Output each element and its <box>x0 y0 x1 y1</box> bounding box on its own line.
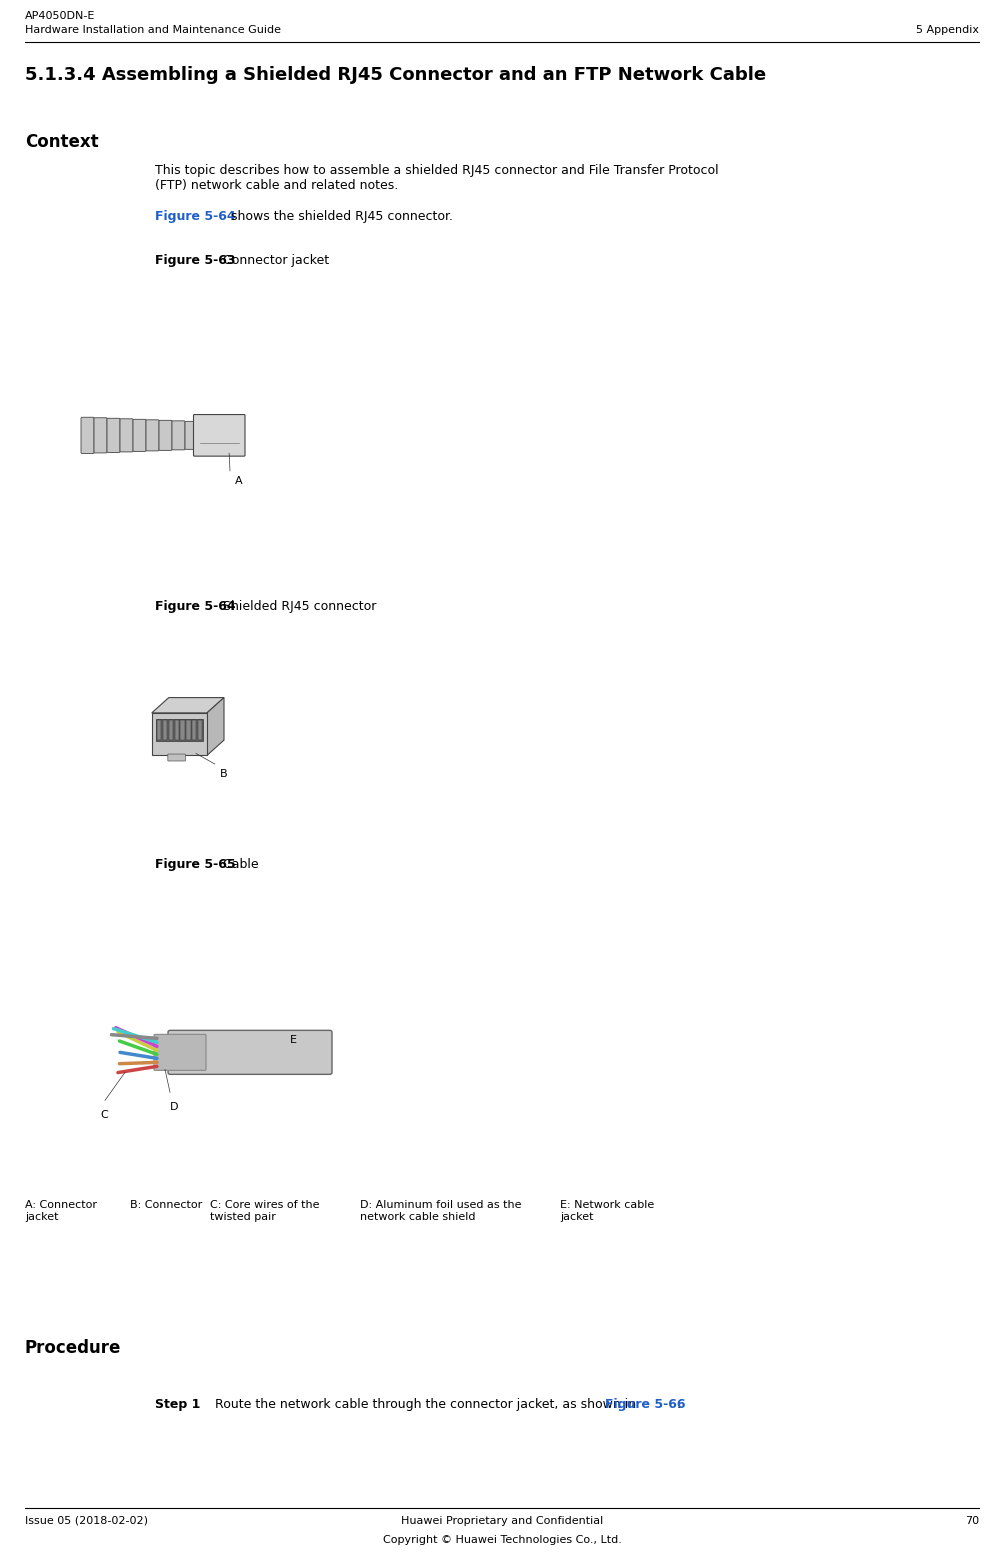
Bar <box>186 720 191 739</box>
Text: This topic describes how to assemble a shielded RJ45 connector and File Transfer: This topic describes how to assemble a s… <box>154 164 718 193</box>
Text: Issue 05 (2018-02-02): Issue 05 (2018-02-02) <box>25 1516 147 1525</box>
FancyBboxPatch shape <box>151 713 207 755</box>
FancyBboxPatch shape <box>158 420 172 451</box>
FancyBboxPatch shape <box>145 420 158 451</box>
Text: 5 Appendix: 5 Appendix <box>915 25 978 34</box>
Text: Step 1: Step 1 <box>154 1398 201 1411</box>
Text: A: Connector
jacket: A: Connector jacket <box>25 1200 97 1221</box>
Text: Route the network cable through the connector jacket, as shown in: Route the network cable through the conn… <box>203 1398 640 1411</box>
Text: A: A <box>235 476 243 485</box>
Text: Shielded RJ45 connector: Shielded RJ45 connector <box>219 600 376 612</box>
Bar <box>175 720 179 739</box>
Text: 5.1.3.4 Assembling a Shielded RJ45 Connector and an FTP Network Cable: 5.1.3.4 Assembling a Shielded RJ45 Conne… <box>25 66 765 83</box>
Bar <box>162 720 168 739</box>
Bar <box>192 720 197 739</box>
Text: D: D <box>170 1102 179 1112</box>
Polygon shape <box>151 697 224 713</box>
Text: AP4050DN-E: AP4050DN-E <box>25 11 95 20</box>
Text: C: C <box>100 1110 107 1120</box>
FancyBboxPatch shape <box>94 418 107 453</box>
Text: .: . <box>676 1398 680 1411</box>
Text: B: Connector: B: Connector <box>129 1200 202 1209</box>
FancyBboxPatch shape <box>120 418 133 453</box>
Text: Huawei Proprietary and Confidential: Huawei Proprietary and Confidential <box>400 1516 603 1525</box>
Bar <box>181 720 185 739</box>
FancyBboxPatch shape <box>172 421 185 449</box>
Text: 70: 70 <box>964 1516 978 1525</box>
Text: Copyright © Huawei Technologies Co., Ltd.: Copyright © Huawei Technologies Co., Ltd… <box>382 1535 621 1544</box>
Text: C: Core wires of the
twisted pair: C: Core wires of the twisted pair <box>210 1200 319 1221</box>
FancyBboxPatch shape <box>132 420 145 451</box>
FancyBboxPatch shape <box>168 1030 332 1074</box>
FancyBboxPatch shape <box>185 421 198 449</box>
Text: Figure 5-63: Figure 5-63 <box>154 254 236 266</box>
Text: Figure 5-64: Figure 5-64 <box>154 210 236 222</box>
Polygon shape <box>207 697 224 755</box>
Text: shows the shielded RJ45 connector.: shows the shielded RJ45 connector. <box>227 210 452 222</box>
Bar <box>169 720 173 739</box>
Text: E: Network cable
jacket: E: Network cable jacket <box>560 1200 654 1221</box>
Text: Figure 5-66: Figure 5-66 <box>605 1398 685 1411</box>
Text: D: Aluminum foil used as the
network cable shield: D: Aluminum foil used as the network cab… <box>360 1200 521 1221</box>
FancyBboxPatch shape <box>168 755 186 761</box>
Text: B: B <box>220 769 227 778</box>
FancyBboxPatch shape <box>107 418 120 453</box>
Text: Context: Context <box>25 133 98 150</box>
Text: Figure 5-65: Figure 5-65 <box>154 858 236 871</box>
Text: Procedure: Procedure <box>25 1339 121 1356</box>
Bar <box>155 719 203 741</box>
FancyBboxPatch shape <box>81 417 94 454</box>
Text: Connector jacket: Connector jacket <box>219 254 329 266</box>
Text: Cable: Cable <box>219 858 259 871</box>
Text: E: E <box>290 1035 297 1046</box>
Text: Hardware Installation and Maintenance Guide: Hardware Installation and Maintenance Gu… <box>25 25 281 34</box>
FancyBboxPatch shape <box>153 1035 206 1070</box>
Bar <box>156 720 161 739</box>
Text: Figure 5-64: Figure 5-64 <box>154 600 236 612</box>
Bar <box>198 720 202 739</box>
FancyBboxPatch shape <box>194 415 245 456</box>
